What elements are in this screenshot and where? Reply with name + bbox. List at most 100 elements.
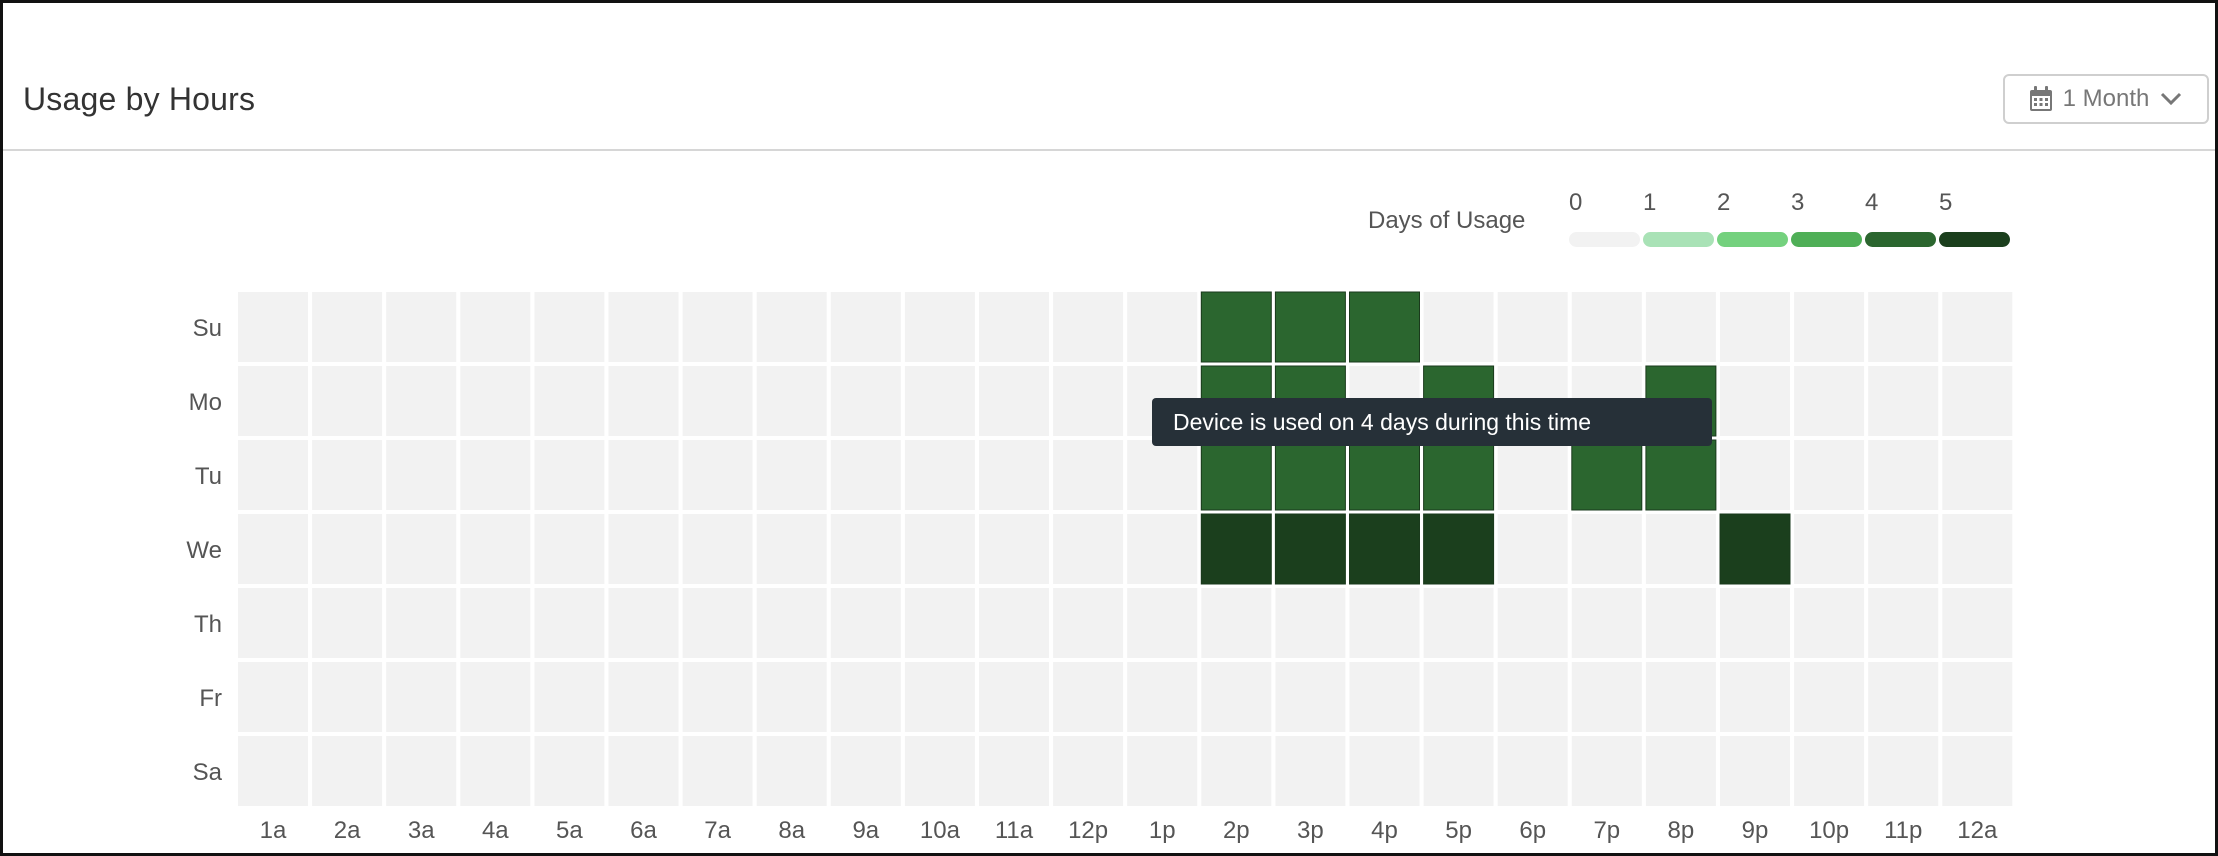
heatmap-cell[interactable] <box>460 440 531 510</box>
heatmap-cell[interactable] <box>1942 292 2013 362</box>
heatmap-cell[interactable] <box>238 292 308 362</box>
heatmap-cell[interactable] <box>1200 513 1272 585</box>
heatmap-cell[interactable] <box>1719 513 1791 585</box>
heatmap-cell[interactable] <box>608 514 679 584</box>
heatmap-cell[interactable] <box>1497 514 1568 584</box>
heatmap-cell[interactable] <box>1794 514 1865 584</box>
heatmap-cell[interactable] <box>534 588 605 658</box>
heatmap-cell[interactable] <box>904 736 975 806</box>
heatmap-cell[interactable] <box>830 662 901 732</box>
heatmap-cell[interactable] <box>1127 440 1198 510</box>
heatmap-cell[interactable] <box>830 588 901 658</box>
heatmap-cell[interactable] <box>904 440 975 510</box>
heatmap-cell[interactable] <box>979 514 1049 584</box>
heatmap-cell[interactable] <box>979 662 1049 732</box>
heatmap-cell[interactable] <box>682 366 753 436</box>
heatmap-cell[interactable] <box>1127 662 1198 732</box>
heatmap-cell[interactable] <box>1720 662 1790 732</box>
heatmap-cell[interactable] <box>534 366 605 436</box>
heatmap-cell[interactable] <box>830 440 901 510</box>
heatmap-cell[interactable] <box>1127 736 1198 806</box>
heatmap-cell[interactable] <box>1053 588 1124 658</box>
heatmap-cell[interactable] <box>1275 736 1346 806</box>
heatmap-cell[interactable] <box>460 292 531 362</box>
heatmap-cell[interactable] <box>682 514 753 584</box>
heatmap-cell[interactable] <box>979 366 1049 436</box>
period-dropdown-button[interactable]: 1 Month <box>2003 74 2209 124</box>
heatmap-cell[interactable] <box>1127 514 1198 584</box>
heatmap-cell[interactable] <box>312 366 383 436</box>
heatmap-cell[interactable] <box>1423 736 1494 806</box>
heatmap-cell[interactable] <box>1053 440 1124 510</box>
heatmap-cell[interactable] <box>1053 736 1124 806</box>
heatmap-cell[interactable] <box>1942 514 2013 584</box>
heatmap-cell[interactable] <box>312 588 383 658</box>
heatmap-cell[interactable] <box>312 736 383 806</box>
heatmap-cell[interactable] <box>904 366 975 436</box>
heatmap-cell[interactable] <box>1275 588 1346 658</box>
heatmap-cell[interactable] <box>534 514 605 584</box>
heatmap-cell[interactable] <box>238 440 308 510</box>
heatmap-cell[interactable] <box>682 292 753 362</box>
heatmap-cell[interactable] <box>979 292 1049 362</box>
heatmap-cell[interactable] <box>608 440 679 510</box>
heatmap-cell[interactable] <box>386 588 457 658</box>
heatmap-cell[interactable] <box>1423 439 1495 511</box>
heatmap-cell[interactable] <box>979 588 1049 658</box>
heatmap-cell[interactable] <box>1794 588 1865 658</box>
heatmap-cell[interactable] <box>460 514 531 584</box>
heatmap-cell[interactable] <box>460 366 531 436</box>
heatmap-cell[interactable] <box>1497 662 1568 732</box>
heatmap-cell[interactable] <box>534 662 605 732</box>
heatmap-cell[interactable] <box>830 514 901 584</box>
heatmap-cell[interactable] <box>386 440 457 510</box>
heatmap-cell[interactable] <box>460 736 531 806</box>
heatmap-cell[interactable] <box>312 662 383 732</box>
heatmap-cell[interactable] <box>756 440 827 510</box>
heatmap-cell[interactable] <box>1423 292 1494 362</box>
heatmap-cell[interactable] <box>608 588 679 658</box>
heatmap-cell[interactable] <box>1794 736 1865 806</box>
heatmap-cell[interactable] <box>1201 736 1272 806</box>
heatmap-cell[interactable] <box>1274 513 1346 585</box>
heatmap-cell[interactable] <box>682 736 753 806</box>
heatmap-cell[interactable] <box>1497 736 1568 806</box>
heatmap-cell[interactable] <box>312 440 383 510</box>
heatmap-cell[interactable] <box>1571 736 1642 806</box>
heatmap-cell[interactable] <box>1868 588 1939 658</box>
heatmap-cell[interactable] <box>1423 513 1495 585</box>
heatmap-cell[interactable] <box>756 588 827 658</box>
heatmap-cell[interactable] <box>1349 736 1420 806</box>
heatmap-cell[interactable] <box>1720 366 1790 436</box>
heatmap-cell[interactable] <box>1868 440 1939 510</box>
heatmap-cell[interactable] <box>1053 662 1124 732</box>
heatmap-cell[interactable] <box>1201 662 1272 732</box>
heatmap-cell[interactable] <box>1571 439 1643 511</box>
heatmap-cell[interactable] <box>312 292 383 362</box>
heatmap-cell[interactable] <box>238 366 308 436</box>
heatmap-cell[interactable] <box>904 588 975 658</box>
heatmap-cell[interactable] <box>1794 440 1865 510</box>
heatmap-cell[interactable] <box>1349 662 1420 732</box>
heatmap-cell[interactable] <box>830 366 901 436</box>
heatmap-cell[interactable] <box>1127 292 1198 362</box>
heatmap-cell[interactable] <box>1571 514 1642 584</box>
heatmap-cell[interactable] <box>534 736 605 806</box>
heatmap-cell[interactable] <box>756 366 827 436</box>
heatmap-cell[interactable] <box>534 292 605 362</box>
heatmap-cell[interactable] <box>1571 662 1642 732</box>
heatmap-cell[interactable] <box>1720 588 1790 658</box>
heatmap-cell[interactable] <box>238 588 308 658</box>
heatmap-cell[interactable] <box>1497 292 1568 362</box>
heatmap-cell[interactable] <box>1868 366 1939 436</box>
heatmap-cell[interactable] <box>1868 662 1939 732</box>
heatmap-cell[interactable] <box>904 514 975 584</box>
heatmap-cell[interactable] <box>1349 439 1420 511</box>
heatmap-cell[interactable] <box>1200 439 1272 511</box>
heatmap-cell[interactable] <box>386 366 457 436</box>
heatmap-cell[interactable] <box>1200 291 1272 363</box>
heatmap-cell[interactable] <box>830 736 901 806</box>
heatmap-cell[interactable] <box>1349 588 1420 658</box>
heatmap-cell[interactable] <box>1645 662 1716 732</box>
heatmap-cell[interactable] <box>979 736 1049 806</box>
